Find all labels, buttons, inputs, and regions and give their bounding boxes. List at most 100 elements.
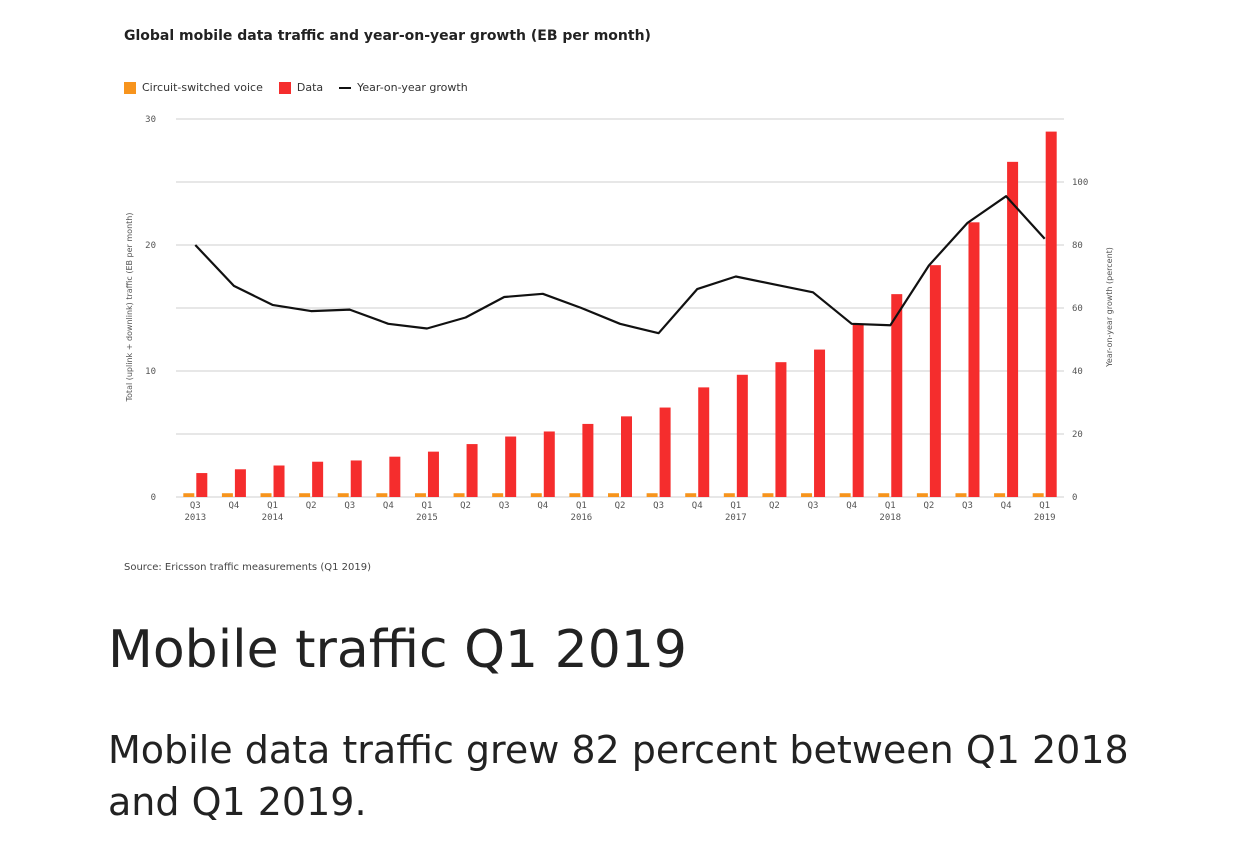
x-tick-label: Q2 xyxy=(923,501,934,511)
x-tick-label: Q1 xyxy=(885,501,896,511)
bar-voice xyxy=(723,493,735,497)
bar-voice xyxy=(453,493,465,497)
x-tick-label: Q3 xyxy=(190,501,201,511)
bar-data xyxy=(891,294,903,497)
article-body: Mobile data traffic grew 82 percent betw… xyxy=(108,728,1129,824)
bar-voice xyxy=(492,493,504,497)
legend-label-voice: Circuit-switched voice xyxy=(142,81,263,94)
legend-swatch-growth xyxy=(339,86,352,89)
y2-axis-title: Year-on-year growth (percent) xyxy=(1105,247,1114,368)
bar-voice xyxy=(221,493,233,497)
bar-voice xyxy=(646,493,658,497)
x-tick-year-label: 2014 xyxy=(262,513,284,523)
x-tick-label: Q4 xyxy=(846,501,857,511)
legend-label-data: Data xyxy=(296,81,324,94)
bar-data xyxy=(427,451,439,497)
x-tick-year-label: 2017 xyxy=(725,513,747,523)
bar-data xyxy=(389,456,401,497)
bar-voice xyxy=(801,493,813,497)
bar-voice xyxy=(839,493,851,497)
x-tick-label: Q1 xyxy=(422,501,433,511)
bar-voice xyxy=(916,493,928,497)
bar-voice xyxy=(685,493,697,497)
bar-data xyxy=(582,423,594,497)
chart-plot: 0 10 20 30 0 20 40 60 80 100 Q3 2013 Q4 Q1 2014 Q2 Q3 Q4 Q… xyxy=(125,115,1114,523)
chart-legend: Circuit-switched voice Data Year-on-year… xyxy=(124,81,484,94)
bar-voice xyxy=(1032,493,1044,497)
bar-voice xyxy=(608,493,619,497)
x-tick-label: Q1 xyxy=(267,501,278,511)
x-tick-year-label: 2018 xyxy=(879,513,901,523)
y2-tick-label: 20 xyxy=(1072,430,1083,440)
bar-voice xyxy=(569,493,581,497)
y-axis-title: Total (uplink + downlink) traffic (EB pe… xyxy=(125,213,134,403)
chart-title: Global mobile data traffic and year-on-y… xyxy=(124,28,651,44)
y-tick-label: 10 xyxy=(145,367,156,377)
y2-tick-label: 100 xyxy=(1072,178,1088,188)
x-tick-label: Q4 xyxy=(537,501,548,511)
bar-data xyxy=(312,461,324,497)
bar-voice xyxy=(762,493,774,497)
x-tick-label: Q2 xyxy=(460,501,471,511)
bar-data xyxy=(273,465,285,497)
bar-voice xyxy=(376,493,388,497)
y2-tick-label: 80 xyxy=(1072,241,1083,251)
bar-data xyxy=(968,222,980,497)
bar-data xyxy=(350,460,362,497)
bar-voice xyxy=(878,493,890,497)
x-tick-label: Q3 xyxy=(653,501,664,511)
bar-voice xyxy=(260,493,272,497)
bar-data xyxy=(1007,161,1019,497)
bar-voice xyxy=(414,493,426,497)
bar-voice xyxy=(530,493,542,497)
line-layer xyxy=(194,195,1046,335)
chart-figure: Global mobile data traffic and year-on-y… xyxy=(124,28,1114,573)
y2-tick-label: 60 xyxy=(1072,304,1083,314)
legend-label-growth: Year-on-year growth xyxy=(357,81,468,94)
source-note: Source: Ericsson traffic measurements (Q… xyxy=(124,562,371,573)
bar-data xyxy=(814,349,826,497)
x-tick-label: Q1 xyxy=(1039,501,1050,511)
x-tick-label: Q3 xyxy=(808,501,819,511)
bar-voice xyxy=(183,493,195,497)
bar-voice xyxy=(994,493,1006,497)
growth-line xyxy=(194,195,1046,335)
x-tick-label: Q4 xyxy=(1001,501,1012,511)
bar-data xyxy=(1045,131,1057,497)
y-tick-label: 0 xyxy=(151,493,156,503)
x-tick-year-label: 2016 xyxy=(571,513,593,523)
legend-swatch-data xyxy=(278,81,291,94)
bar-data xyxy=(852,324,864,497)
bar-data xyxy=(775,362,787,497)
legend-item-data: Data xyxy=(278,81,324,94)
grid-layer xyxy=(176,118,1064,498)
x-tick-year-label: 2019 xyxy=(1034,513,1056,523)
bar-data xyxy=(196,473,208,497)
x-tick-label: Q3 xyxy=(962,501,973,511)
legend-swatch-voice xyxy=(124,81,136,94)
x-tick-year-label: 2013 xyxy=(184,513,206,523)
axis-layer: 0 10 20 30 0 20 40 60 80 100 Q3 2013 Q4 Q1 2014 Q2 Q3 Q4 Q… xyxy=(145,115,1088,523)
x-tick-year-label: 2015 xyxy=(416,513,438,523)
legend-item-voice: Circuit-switched voice xyxy=(124,81,263,94)
y-tick-label: 20 xyxy=(145,241,156,251)
article-heading: Mobile traffic Q1 2019 xyxy=(108,620,688,680)
x-tick-label: Q3 xyxy=(344,501,355,511)
y-tick-label: 30 xyxy=(145,115,156,125)
bar-voice xyxy=(337,493,349,497)
x-tick-label: Q4 xyxy=(228,501,239,511)
bar-data xyxy=(698,387,710,497)
x-tick-label: Q2 xyxy=(769,501,780,511)
bar-data xyxy=(505,436,517,497)
x-tick-label: Q1 xyxy=(730,501,741,511)
x-tick-label: Q3 xyxy=(499,501,510,511)
x-tick-label: Q2 xyxy=(615,501,626,511)
bar-data xyxy=(466,444,478,497)
bar-data xyxy=(621,416,632,497)
bar-voice xyxy=(299,493,311,497)
bar-data xyxy=(929,265,941,497)
x-tick-label: Q4 xyxy=(692,501,703,511)
y2-tick-label: 40 xyxy=(1072,367,1083,377)
y2-tick-label: 0 xyxy=(1072,493,1077,503)
bar-data xyxy=(543,431,555,497)
